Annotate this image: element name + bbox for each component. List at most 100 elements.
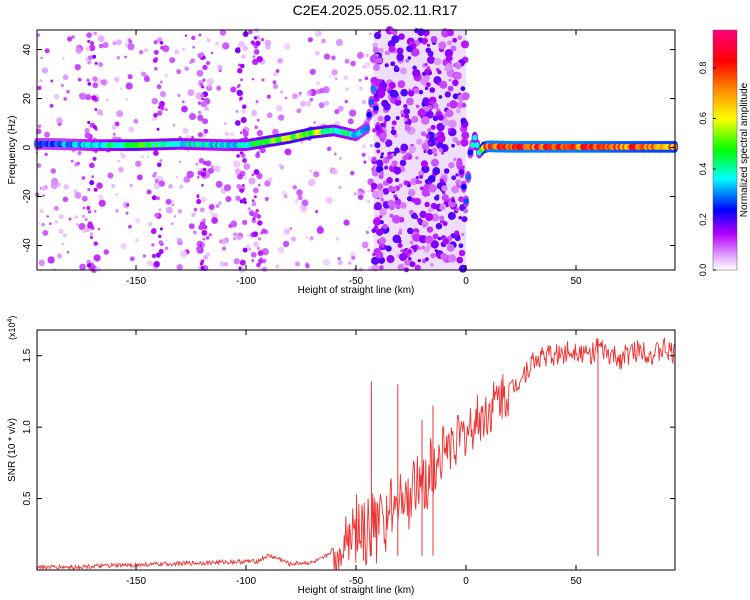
noise-blob [344, 58, 350, 64]
noise-blob [252, 55, 256, 58]
ridge-point [373, 105, 379, 112]
noise-blob [196, 175, 200, 179]
noise-blob [246, 244, 251, 249]
noise-blob [268, 177, 273, 182]
noise-band-blob [399, 159, 407, 167]
noise-blob [87, 263, 92, 268]
noise-band-blob [446, 244, 455, 252]
noise-band-blob [434, 249, 438, 253]
noise-blob [175, 175, 179, 179]
noise-band-blob [388, 81, 396, 89]
noise-band-blob [384, 63, 389, 68]
noise-band-blob [400, 143, 409, 152]
noise-band-blob [453, 157, 457, 161]
noise-band-blob [455, 173, 459, 177]
noise-blob [200, 171, 207, 178]
noise-band-blob [438, 215, 445, 221]
noise-blob [127, 74, 133, 80]
noise-band-blob [427, 148, 434, 155]
noise-blob [326, 146, 332, 152]
noise-band-blob [397, 263, 405, 271]
noise-blob [357, 190, 362, 196]
noise-blob [58, 214, 64, 220]
noise-blob [111, 124, 118, 130]
noise-blob [158, 180, 166, 187]
noise-band-blob [438, 41, 447, 50]
noise-blob [191, 35, 196, 41]
noise-blob [250, 251, 257, 258]
noise-blob [297, 195, 303, 201]
noise-blob [236, 89, 243, 97]
noise-band-blob [426, 82, 431, 87]
noise-band-blob [379, 265, 384, 270]
y-tick-label: -40 [22, 238, 33, 253]
noise-blob [246, 234, 250, 238]
noise-band-blob [456, 256, 464, 264]
noise-blob [155, 252, 161, 258]
noise-blob [89, 232, 94, 236]
snr-y-exponent: (x104) [7, 316, 17, 340]
noise-blob [115, 192, 119, 196]
noise-blob [233, 258, 241, 265]
noise-blob [362, 65, 366, 69]
noise-blob [97, 194, 104, 200]
noise-band-blob [408, 257, 412, 261]
noise-blob [309, 68, 316, 75]
noise-band-blob [382, 223, 388, 230]
noise-blob [256, 246, 260, 251]
noise-band-blob [394, 147, 400, 153]
noise-blob [364, 76, 369, 81]
noise-blob [93, 187, 98, 192]
noise-band-blob [428, 71, 432, 75]
noise-blob [266, 94, 271, 99]
noise-blob [221, 246, 227, 251]
noise-band-blob [436, 122, 445, 132]
noise-blob [135, 238, 139, 242]
noise-band-blob [447, 85, 454, 92]
noise-blob [361, 99, 367, 105]
noise-blob [154, 178, 160, 184]
noise-blob [219, 29, 227, 36]
noise-blob [93, 31, 97, 36]
noise-blob [308, 169, 313, 173]
noise-blob [97, 227, 101, 231]
y-tick-label: 0 [22, 144, 33, 150]
noise-blob [335, 38, 343, 47]
noise-blob [337, 260, 343, 266]
noise-blob [84, 127, 90, 134]
noise-blob [241, 157, 247, 163]
noise-blob [256, 55, 263, 63]
noise-band-blob [378, 47, 384, 53]
noise-blob [129, 256, 135, 262]
noise-blob [284, 96, 288, 100]
noise-band-blob [442, 30, 448, 35]
noise-blob [89, 235, 93, 239]
noise-blob [92, 156, 97, 161]
noise-blob [119, 87, 123, 91]
noise-blob [97, 35, 105, 43]
noise-blob [321, 38, 326, 44]
noise-band-blob [409, 240, 414, 245]
noise-blob [153, 40, 158, 45]
noise-blob [337, 105, 344, 112]
noise-blob [258, 266, 262, 270]
noise-band-blob [425, 111, 431, 116]
noise-blob [315, 50, 320, 56]
noise-band-blob [432, 233, 439, 240]
noise-blob [333, 152, 337, 156]
noise-blob [134, 217, 141, 224]
noise-band-blob [398, 183, 403, 188]
noise-band-blob [460, 86, 466, 92]
noise-band-blob [403, 180, 409, 186]
noise-blob [256, 129, 263, 137]
noise-blob [349, 109, 357, 117]
noise-blob [87, 120, 91, 125]
noise-blob [273, 83, 279, 89]
noise-blob [238, 40, 245, 48]
noise-blob [203, 225, 208, 230]
noise-band-blob [415, 156, 419, 160]
noise-blob [213, 165, 221, 173]
noise-blob [248, 247, 252, 251]
noise-blob [66, 36, 73, 42]
noise-blob [251, 109, 258, 117]
